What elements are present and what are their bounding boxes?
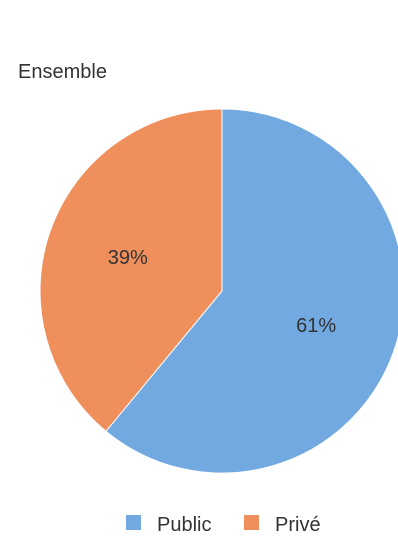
pie-slice-labels: 61% 39% bbox=[108, 247, 337, 337]
legend-swatch bbox=[244, 515, 259, 530]
pie-slice-label: 39% bbox=[108, 247, 148, 269]
legend-swatch bbox=[126, 515, 141, 530]
chart-title: Ensemble bbox=[18, 61, 107, 83]
pie-slices bbox=[39, 108, 398, 474]
legend-label: Privé bbox=[275, 514, 321, 536]
pie-slice-prive bbox=[39, 108, 223, 432]
chart-legend: Public Privé bbox=[126, 514, 321, 536]
pie-slice-public bbox=[105, 108, 398, 474]
legend-label: Public bbox=[157, 514, 211, 536]
pie-slice-label: 61% bbox=[296, 315, 336, 337]
